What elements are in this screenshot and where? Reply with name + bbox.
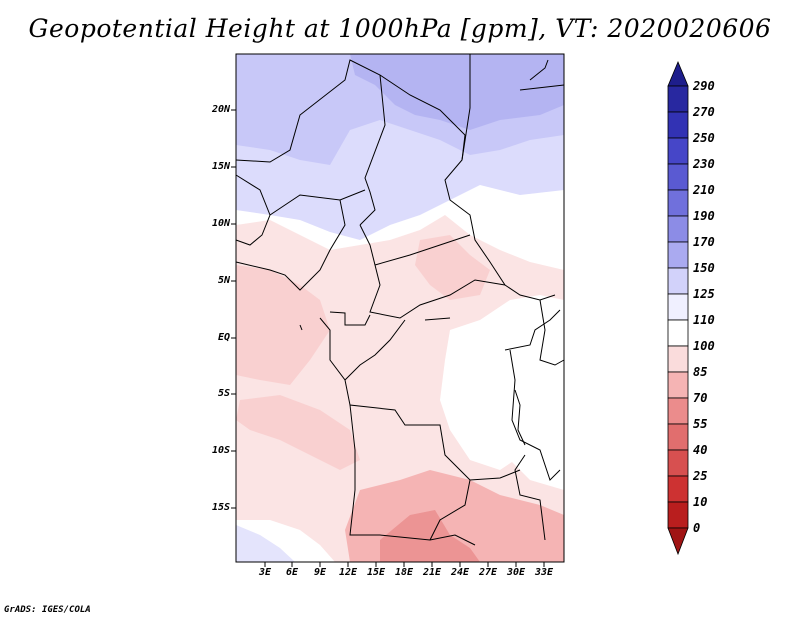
colorbar-seg: [667, 137, 689, 165]
lon-label: 21E: [422, 567, 442, 578]
field-pink-70-south: [380, 510, 480, 562]
lon-label: 33E: [534, 567, 554, 578]
colorbar-seg: [667, 475, 689, 503]
lat-label: 5N: [217, 275, 230, 286]
map-frame: [235, 53, 565, 563]
colorbar-label: 0: [693, 521, 701, 535]
colorbar-seg: [667, 215, 689, 243]
lon-label: 24E: [450, 567, 470, 578]
colorbar-seg: [667, 189, 689, 217]
lon-label: 12E: [338, 567, 358, 578]
colorbar-label: 40: [693, 443, 708, 457]
colorbar-seg: [667, 267, 689, 295]
colorbar-seg: [667, 345, 689, 373]
colorbar-seg: [667, 111, 689, 139]
lon-label: 9E: [313, 567, 327, 578]
colorbar-label: 100: [693, 339, 715, 353]
colorbar-seg: [667, 371, 689, 399]
lat-label: 20N: [211, 104, 230, 115]
colorbar-seg: [667, 397, 689, 425]
colorbar-seg: [667, 293, 689, 321]
colorbar-label: 170: [693, 235, 715, 249]
colorbar-seg: [667, 85, 689, 113]
colorbar-seg: [667, 319, 689, 347]
colorbar-label: 150: [693, 261, 715, 275]
colorbar-label: 55: [693, 417, 708, 431]
field-blue-sw: [236, 525, 295, 562]
colorbar-label: 70: [693, 391, 708, 405]
colorbar-label: 190: [693, 209, 715, 223]
country-borders: [235, 54, 565, 546]
lat-label: 5S: [217, 388, 230, 399]
colorbar-label: 290: [693, 79, 715, 93]
lat-label: 15N: [211, 161, 230, 172]
lon-label: 15E: [366, 567, 386, 578]
colorbar-label: 270: [693, 105, 715, 119]
field-pink-85-band: [236, 395, 360, 470]
colorbar-label: 210: [693, 183, 715, 197]
colorbar-label: 25: [693, 469, 708, 483]
lon-label: 27E: [478, 567, 498, 578]
lat-label: 10S: [211, 445, 230, 456]
lat-label: EQ: [217, 332, 230, 343]
lat-label: 10N: [211, 218, 230, 229]
lon-label: 18E: [394, 567, 414, 578]
colorbar-label: 10: [693, 495, 708, 509]
axis-ticks: [231, 109, 545, 567]
colorbar-bottom-arrow: [667, 527, 689, 556]
colorbar-seg: [667, 423, 689, 451]
colorbar-label: 230: [693, 157, 715, 171]
colorbar-top-arrow: [667, 60, 689, 87]
footer-credit: GrADS: IGES/COLA: [4, 605, 91, 615]
colorbar-label: 85: [693, 365, 708, 379]
field-pink-85-west: [236, 265, 330, 385]
colorbar-seg: [667, 163, 689, 191]
colorbar-seg: [667, 449, 689, 477]
lon-label: 30E: [506, 567, 526, 578]
lat-label: 15S: [211, 502, 230, 513]
colorbar-label: 125: [693, 287, 715, 301]
colorbar-label: 110: [693, 313, 715, 327]
colorbar-seg: [667, 501, 689, 529]
field-blue-190: [350, 54, 564, 130]
colorbar-label: 250: [693, 131, 715, 145]
colorbar-seg: [667, 241, 689, 269]
field-pink-white-east: [440, 295, 564, 470]
field-pink-85-central: [415, 235, 490, 300]
lon-label: 3E: [258, 567, 272, 578]
chart-title: Geopotential Height at 1000hPa [gpm], VT…: [28, 14, 772, 43]
colorbar: [667, 60, 689, 556]
lon-label: 6E: [285, 567, 299, 578]
